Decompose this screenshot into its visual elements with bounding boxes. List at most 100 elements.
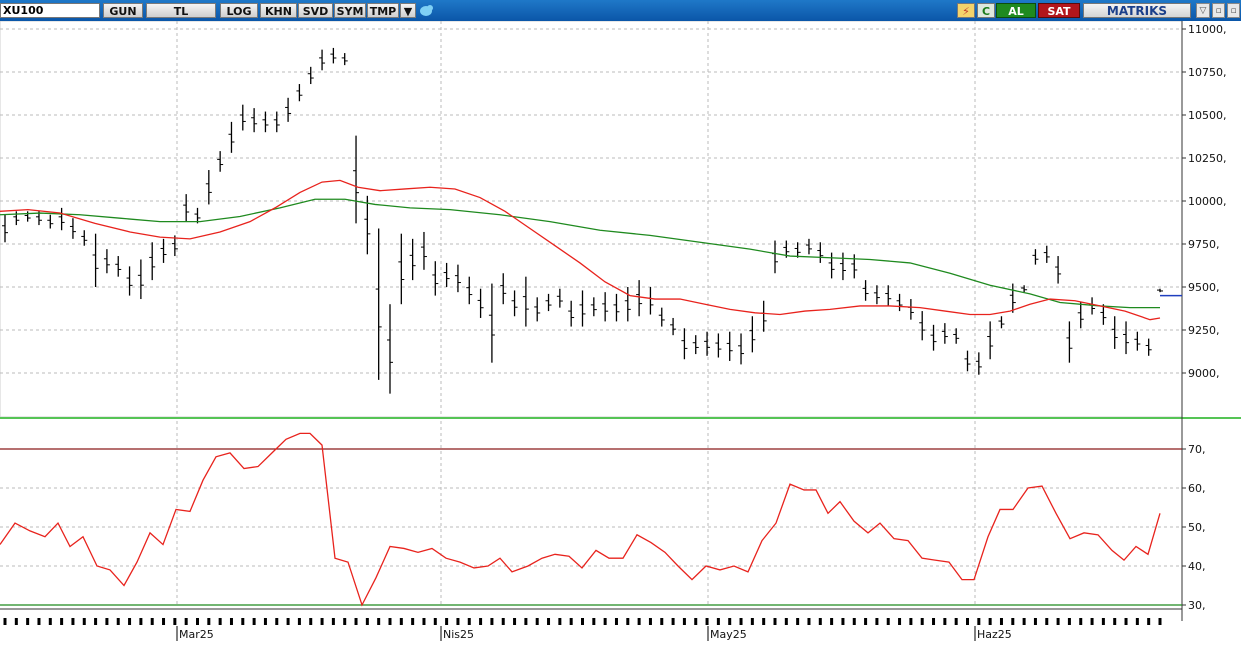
sell-button[interactable]: SAT	[1038, 3, 1080, 18]
date-tick	[479, 618, 483, 625]
date-tick	[1045, 618, 1049, 625]
date-tick	[139, 618, 143, 625]
date-tick	[71, 618, 75, 625]
date-tick	[592, 618, 596, 625]
date-tick	[1011, 618, 1015, 625]
date-tick	[637, 618, 641, 625]
date-tick	[252, 618, 256, 625]
date-tick	[162, 618, 166, 625]
date-tick	[116, 618, 120, 625]
date-tick	[739, 618, 743, 625]
date-tick	[988, 618, 992, 625]
date-tick	[105, 618, 109, 625]
close-icon[interactable]: ▫	[1227, 3, 1240, 18]
date-tick	[864, 618, 868, 625]
period-button[interactable]: GUN	[103, 3, 143, 18]
rsi-panel	[0, 432, 1182, 607]
price-panel	[0, 47, 1182, 394]
chart-area[interactable]: 11000, 10750, 10500, 10250, 10000, 9750, 9500,…	[0, 21, 1241, 645]
date-tick	[1113, 618, 1117, 625]
date-tick	[535, 618, 539, 625]
date-tick	[1022, 618, 1026, 625]
date-tick	[14, 618, 18, 625]
date-tick	[60, 618, 64, 625]
date-tick	[1124, 618, 1128, 625]
date-tick	[456, 618, 460, 625]
rsi-axis: 70, 60, 50, 40, 30,	[1182, 443, 1206, 612]
rsi-tick-label: 40,	[1188, 560, 1206, 573]
date-tick	[920, 618, 924, 625]
date-tick	[399, 618, 403, 625]
tmp-button[interactable]: TMP	[367, 3, 399, 18]
rsi-tick-label: 30,	[1188, 599, 1206, 612]
date-tick	[48, 618, 52, 625]
date-tick	[716, 618, 720, 625]
date-tick	[196, 618, 199, 625]
date-tick	[626, 618, 630, 625]
date-tick	[297, 618, 301, 625]
date-tick	[37, 618, 41, 625]
twitter-bird-icon[interactable]	[417, 3, 435, 18]
date-tick	[1067, 618, 1071, 625]
date-tick	[773, 618, 777, 625]
svd-button[interactable]: SVD	[298, 3, 333, 18]
date-tick	[331, 618, 335, 625]
date-tick	[762, 618, 766, 625]
sym-button[interactable]: SYM	[334, 3, 366, 18]
date-tick	[263, 618, 267, 625]
date-tick	[365, 618, 369, 625]
buy-button[interactable]: AL	[996, 3, 1036, 18]
date-tick	[807, 618, 811, 625]
date-tick	[128, 618, 132, 625]
date-tick	[388, 618, 392, 625]
date-tick	[569, 618, 573, 625]
lightning-icon[interactable]: ⚡	[957, 3, 975, 18]
date-tick	[966, 618, 969, 625]
date-tick	[150, 618, 154, 625]
date-tick	[796, 618, 800, 625]
minimize-icon[interactable]: ▽	[1196, 3, 1210, 18]
c-button[interactable]: C	[977, 3, 995, 18]
date-tick	[1101, 618, 1105, 625]
price-tick-label: 9750,	[1188, 238, 1220, 251]
restore-icon[interactable]: ▫	[1212, 3, 1225, 18]
date-tick	[377, 618, 381, 625]
date-label: May25	[710, 628, 747, 641]
date-tick	[275, 618, 279, 625]
date-tick	[943, 618, 947, 625]
date-tick	[422, 618, 426, 625]
date-tick	[603, 618, 607, 625]
dropdown-arrow-icon[interactable]: ▼	[400, 3, 416, 18]
date-tick	[320, 618, 324, 625]
khn-button[interactable]: KHN	[260, 3, 297, 18]
price-tick-label: 10000,	[1188, 195, 1227, 208]
date-tick	[445, 618, 449, 625]
date-tick	[1158, 618, 1162, 625]
date-tick	[490, 618, 494, 625]
log-button[interactable]: LOG	[220, 3, 258, 18]
symbol-input[interactable]: XU100	[0, 3, 100, 18]
date-tick	[1079, 618, 1083, 625]
date-tick	[513, 618, 517, 625]
date-label: Haz25	[977, 628, 1012, 641]
date-tick	[784, 618, 788, 625]
date-tick	[671, 618, 675, 625]
date-tick	[818, 618, 822, 625]
date-tick	[648, 618, 652, 625]
date-label: Mar25	[179, 628, 214, 641]
moving-average-slow	[0, 198, 1160, 309]
price-tick-label: 9500,	[1188, 281, 1220, 294]
price-tick-label: 9250,	[1188, 324, 1220, 337]
date-tick	[932, 618, 936, 625]
date-tick	[3, 618, 7, 625]
date-tick	[173, 618, 177, 625]
date-tick	[241, 618, 245, 625]
date-tick	[999, 618, 1003, 625]
rsi-tick-label: 70,	[1188, 443, 1206, 456]
currency-button[interactable]: TL	[146, 3, 216, 18]
date-tick	[1056, 618, 1060, 625]
date-tick	[1090, 618, 1094, 625]
rsi-line	[0, 432, 1161, 607]
date-tick	[694, 618, 698, 625]
date-tick	[750, 618, 754, 625]
